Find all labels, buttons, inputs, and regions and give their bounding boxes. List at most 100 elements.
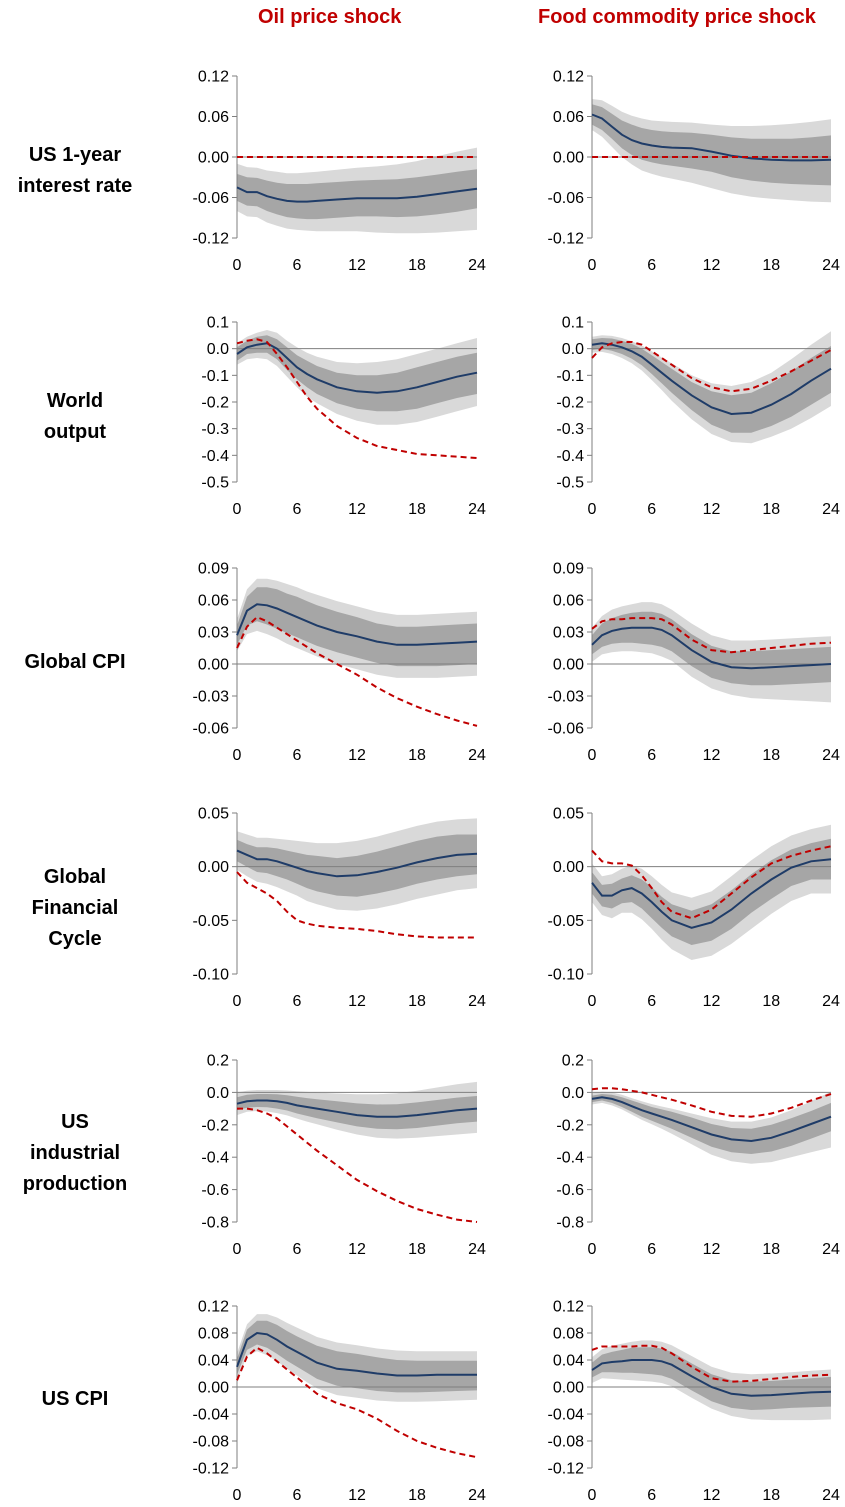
y-tick-label: -0.06 — [193, 721, 230, 738]
dashed-response-line — [237, 1107, 478, 1223]
median-response-line — [591, 858, 832, 929]
row-label-line: Global CPI — [24, 651, 126, 673]
median-response-line — [236, 342, 478, 394]
x-tick-label: 6 — [293, 1487, 302, 1504]
x-tick-label: 24 — [468, 1241, 486, 1258]
column-title-food: Food commodity price shock — [538, 6, 816, 28]
y-tick-label: -0.4 — [556, 1150, 584, 1167]
x-tick-label: 24 — [822, 1487, 840, 1504]
panel-1-0: 0.1 0.0 -0.1 -0.2 -0.3 -0.4 -0.50 6 12 18 24 — [201, 315, 486, 519]
y-tick-label: -0.05 — [193, 913, 230, 930]
y-tick-label: -0.06 — [548, 190, 585, 207]
x-tick-label: 0 — [588, 1241, 597, 1258]
x-tick-label: 24 — [822, 747, 840, 764]
y-tick-label: -0.6 — [201, 1182, 229, 1199]
row-label-line: Financial — [31, 897, 119, 919]
x-tick-label: 12 — [703, 257, 721, 274]
x-tick-label: 18 — [762, 257, 780, 274]
row-label-line: production — [22, 1173, 128, 1195]
panel-5-1: 0.12 0.08 0.04 0.00 -0.04 -0.08 -0.120 6 12 18 24 — [548, 1299, 840, 1505]
x-tick-label: 24 — [468, 1487, 486, 1504]
row-label-financial-cycle: Global Financial Cycle — [0, 862, 150, 955]
confidence-band-inner — [237, 335, 477, 412]
dashed-response-line — [236, 1346, 478, 1459]
x-tick-label: 12 — [703, 1241, 721, 1258]
y-tick-label: 0.12 — [553, 69, 584, 86]
y-tick-label: -0.4 — [556, 448, 584, 465]
y-tick-label: -0.08 — [548, 1434, 585, 1451]
x-tick-label: 6 — [293, 501, 302, 518]
y-tick-label: -0.12 — [193, 1461, 230, 1478]
y-tick-label: 0.1 — [207, 315, 229, 332]
x-tick-label: 24 — [822, 501, 840, 518]
x-tick-label: 6 — [647, 993, 656, 1010]
x-tick-label: 12 — [348, 993, 366, 1010]
panel-4-1: 0.2 0.0 -0.2 -0.4 -0.6 -0.80 6 12 18 24 — [556, 1053, 840, 1259]
y-tick-label: 0.04 — [198, 1353, 229, 1370]
y-tick-label: -0.2 — [556, 395, 584, 412]
row-label-line: interest rate — [17, 175, 133, 197]
x-tick-label: 6 — [647, 1241, 656, 1258]
y-tick-label: 0.00 — [198, 859, 229, 876]
x-tick-label: 0 — [588, 993, 597, 1010]
panel-3-0: 0.05 0.00 -0.05 -0.100 6 12 18 24 — [193, 806, 486, 1011]
x-tick-label: 12 — [348, 1487, 366, 1504]
median-response-line — [591, 113, 832, 162]
confidence-band-inner — [237, 587, 477, 667]
dashed-response-line — [591, 1344, 832, 1383]
x-tick-label: 18 — [762, 501, 780, 518]
x-tick-label: 12 — [348, 501, 366, 518]
x-tick-label: 12 — [348, 257, 366, 274]
confidence-band-inner — [592, 838, 831, 945]
x-tick-label: 18 — [408, 1487, 426, 1504]
y-tick-label: -0.8 — [201, 1215, 229, 1232]
panel-3-1: 0.05 0.00 -0.05 -0.100 6 12 18 24 — [548, 806, 840, 1011]
row-label-line: output — [43, 421, 107, 443]
x-tick-label: 18 — [762, 1241, 780, 1258]
median-response-line — [591, 626, 832, 670]
row-label-line: World — [46, 390, 104, 412]
y-tick-label: 0.12 — [198, 69, 229, 86]
x-tick-label: 6 — [647, 1487, 656, 1504]
dashed-response-line — [591, 341, 832, 393]
x-tick-label: 0 — [233, 257, 242, 274]
x-tick-label: 6 — [293, 993, 302, 1010]
y-tick-label: 0.05 — [553, 806, 584, 823]
confidence-band-inner — [237, 834, 477, 897]
x-tick-label: 0 — [233, 1487, 242, 1504]
y-tick-label: -0.04 — [548, 1407, 585, 1424]
y-tick-label: 0.06 — [553, 109, 584, 126]
x-tick-label: 24 — [468, 257, 486, 274]
x-tick-label: 0 — [588, 257, 597, 274]
x-tick-label: 6 — [647, 747, 656, 764]
y-tick-label: 0.09 — [553, 561, 584, 578]
median-response-line — [591, 342, 832, 416]
y-tick-label: 0.1 — [562, 315, 584, 332]
median-response-line — [236, 186, 478, 203]
y-tick-label: -0.10 — [193, 967, 230, 984]
y-tick-label: 0.03 — [553, 625, 584, 642]
y-tick-label: -0.2 — [201, 1117, 229, 1134]
y-tick-label: -0.03 — [193, 689, 230, 706]
row-label-global-cpi: Global CPI — [0, 647, 150, 678]
y-tick-label: -0.4 — [201, 1150, 229, 1167]
y-tick-label: 0.04 — [553, 1353, 584, 1370]
row-label-industrial-production: US industrial production — [0, 1107, 150, 1200]
confidence-band-inner — [592, 104, 831, 186]
y-tick-label: 0.12 — [198, 1299, 229, 1316]
x-tick-label: 0 — [588, 501, 597, 518]
median-response-line — [591, 1359, 832, 1397]
x-tick-label: 24 — [822, 1241, 840, 1258]
row-label-us-cpi: US CPI — [0, 1384, 150, 1415]
y-tick-label: -0.5 — [556, 475, 584, 492]
y-tick-label: 0.08 — [198, 1326, 229, 1343]
y-tick-label: 0.00 — [553, 657, 584, 674]
y-tick-label: -0.12 — [548, 231, 585, 248]
y-tick-label: -0.5 — [201, 475, 229, 492]
y-tick-label: 0.00 — [198, 657, 229, 674]
y-tick-label: -0.1 — [556, 368, 584, 385]
x-tick-label: 12 — [703, 501, 721, 518]
x-tick-label: 12 — [703, 1487, 721, 1504]
x-tick-label: 12 — [703, 993, 721, 1010]
